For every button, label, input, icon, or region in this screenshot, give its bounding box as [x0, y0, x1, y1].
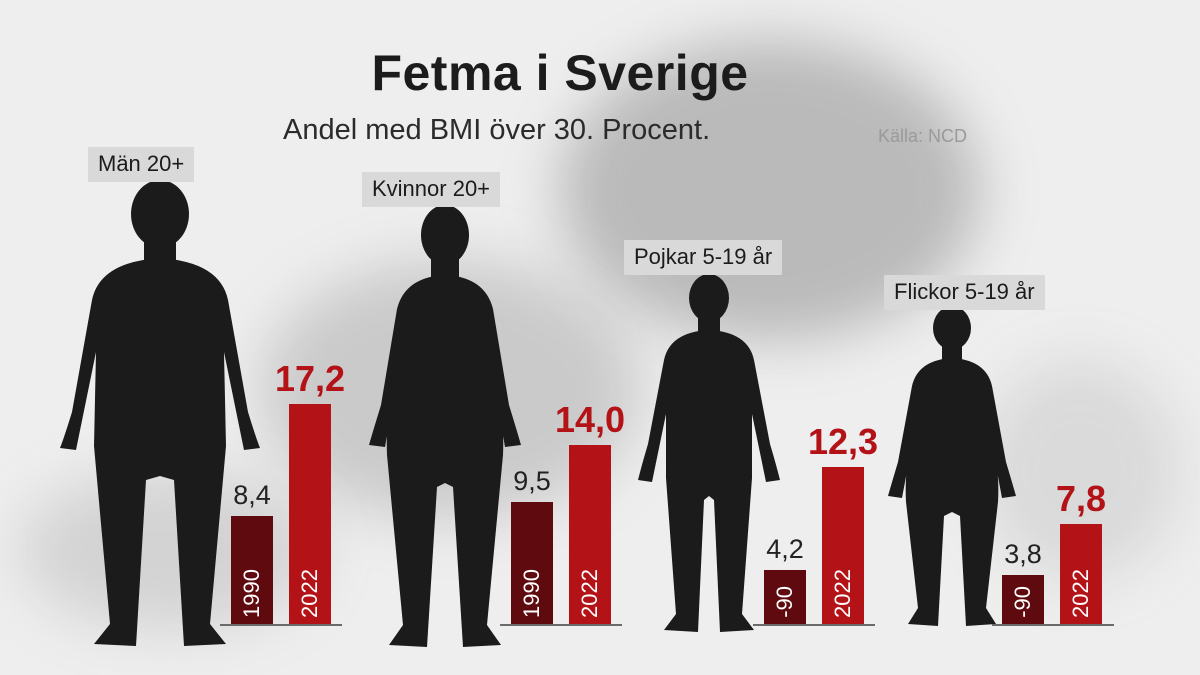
silhouette-boy-icon [638, 274, 780, 632]
bar-year-label: 2022 [289, 569, 331, 618]
group-label: Kvinnor 20+ [362, 172, 501, 207]
new-value-label: 12,3 [807, 420, 879, 462]
baseline [500, 624, 622, 626]
new-bar: 2022 [822, 466, 864, 624]
bar-year-label: 1990 [511, 569, 553, 618]
bar-year-text: -90 [1010, 586, 1035, 618]
bar-year-label: -90 [764, 586, 806, 618]
bar-year-label: 2022 [822, 569, 864, 618]
new-value-label: 14,0 [554, 398, 626, 440]
group-label: Flickor 5-19 år [884, 275, 1045, 310]
bar-year-text: 2022 [577, 569, 602, 618]
bar-year-text: 2022 [297, 569, 322, 618]
new-value-label: 7,8 [1055, 478, 1107, 520]
bar-year-text: 1990 [519, 569, 544, 618]
new-bar: 2022 [289, 403, 331, 624]
baseline [753, 624, 875, 626]
bar-year-label: -90 [1002, 586, 1044, 618]
new-bar: 2022 [1060, 524, 1102, 624]
bar-year-text: 2022 [830, 569, 855, 618]
bar-year-text: -90 [772, 586, 797, 618]
silhouette-man-icon [60, 180, 260, 646]
group-label: Män 20+ [88, 147, 195, 182]
bar-year-label: 1990 [231, 569, 273, 618]
new-value-label: 17,2 [274, 357, 346, 399]
baseline [992, 624, 1114, 626]
source-note: Källa: NCD [878, 126, 968, 146]
old-value-label: 9,5 [513, 466, 551, 497]
old-bar: 1990 [231, 516, 273, 624]
bar-year-label: 2022 [569, 569, 611, 618]
new-bar: 2022 [569, 444, 611, 624]
old-bar: 1990 [511, 502, 553, 624]
chart-title: Fetma i Sverige [371, 45, 749, 101]
old-bar: -90 [764, 570, 806, 624]
bar-year-label: 2022 [1060, 569, 1102, 618]
silhouette-woman-icon [369, 205, 521, 647]
old-value-label: 4,2 [766, 534, 804, 565]
old-value-label: 3,8 [1004, 539, 1042, 570]
old-value-label: 8,4 [233, 480, 271, 511]
baseline [220, 624, 342, 626]
group-label: Pojkar 5-19 år [624, 240, 783, 275]
bar-year-text: 1990 [239, 569, 264, 618]
chart-subtitle: Andel med BMI över 30. Procent. [283, 114, 711, 146]
old-bar: -90 [1002, 575, 1044, 624]
bar-year-text: 2022 [1068, 569, 1093, 618]
silhouette-girl-icon [888, 306, 1016, 626]
